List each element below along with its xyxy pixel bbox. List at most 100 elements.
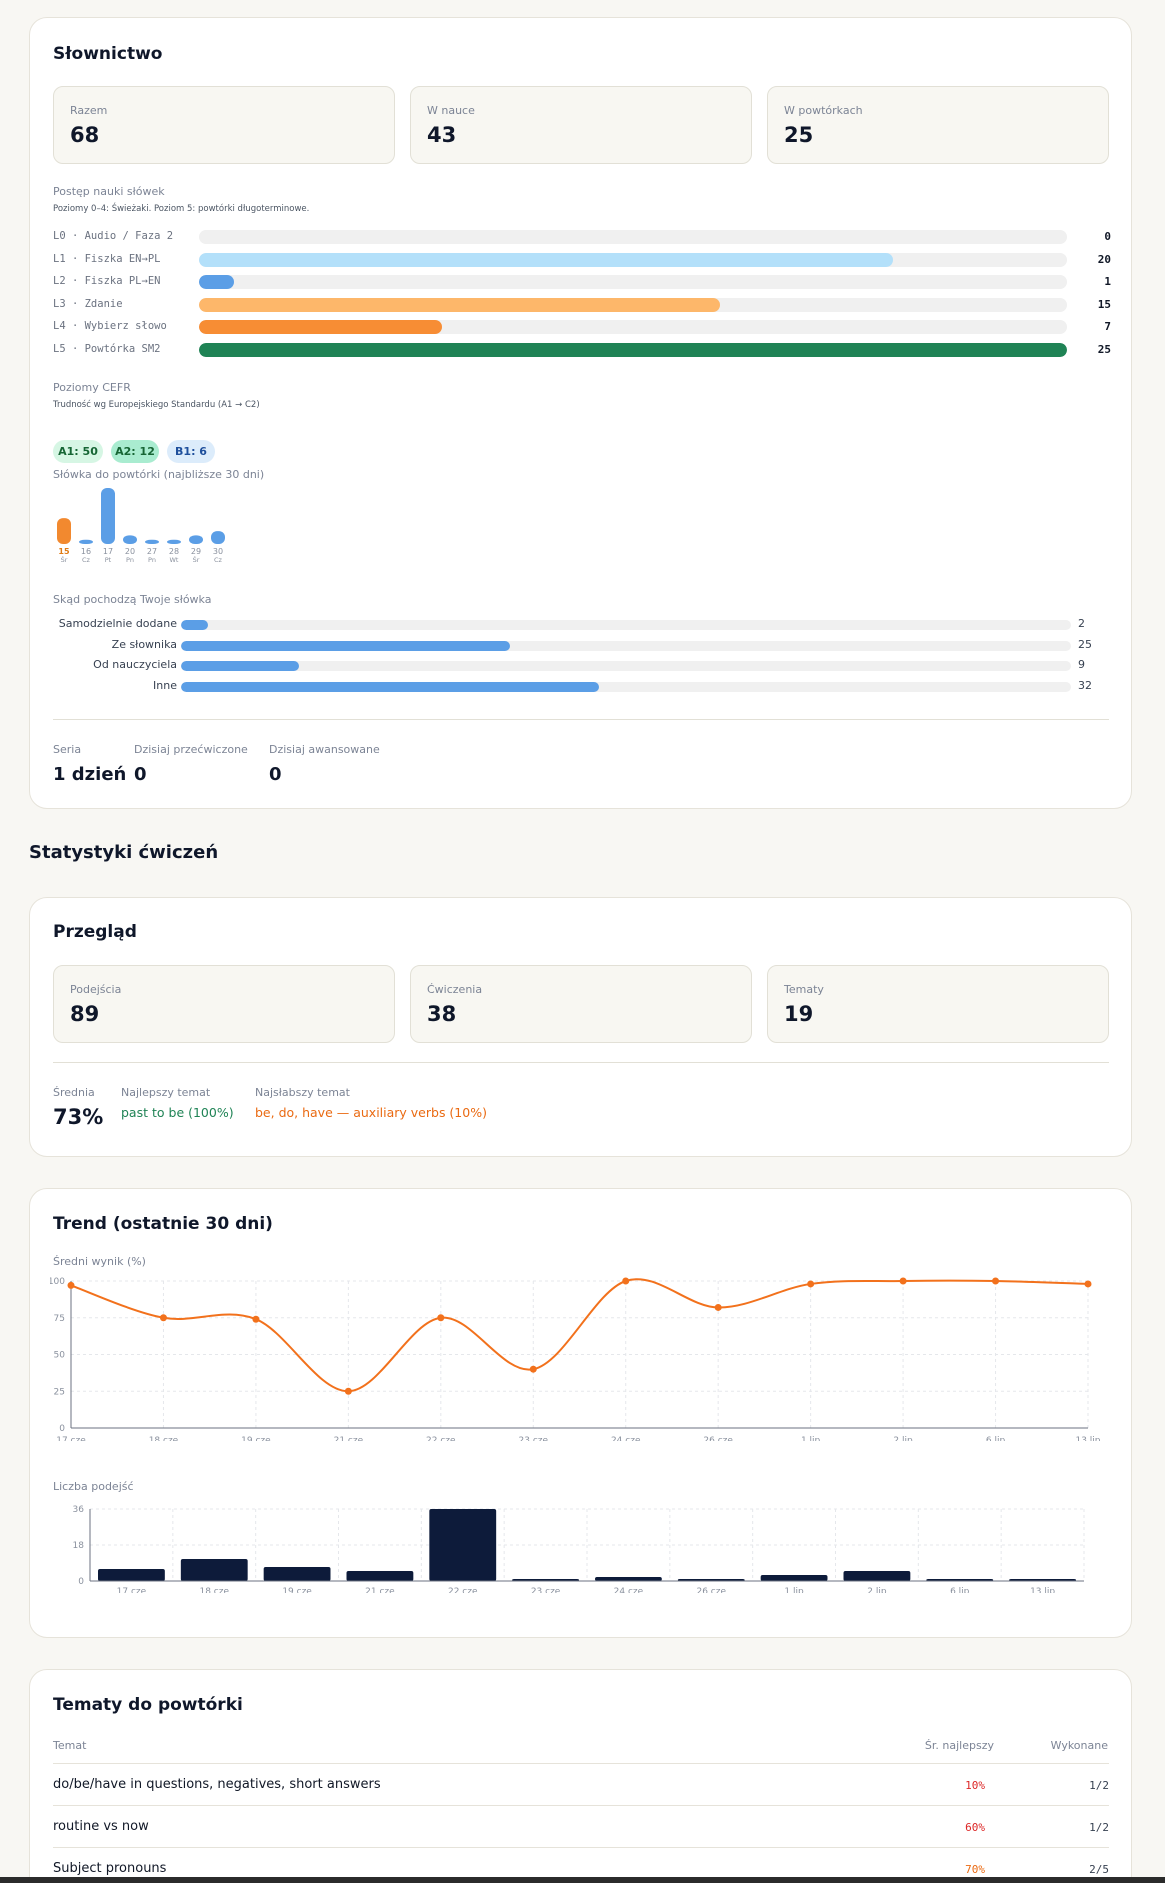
review-weekday: Śr <box>61 555 68 564</box>
source-row: Inne 32 <box>53 679 1111 693</box>
y-tick-label: 50 <box>54 1351 66 1361</box>
score-point <box>1084 1280 1092 1288</box>
x-tick-label: 23 cze <box>531 1587 561 1593</box>
overview-card: Przegląd Podejścia 89 Ćwiczenia 38 Temat… <box>29 897 1132 1157</box>
y-tick-label: 0 <box>78 1577 84 1587</box>
score-point <box>344 1387 352 1395</box>
level-row: L4 · Wybierz słowo 7 <box>53 320 1111 334</box>
level-track <box>199 320 1067 334</box>
review-bar <box>211 531 225 544</box>
bar-chart-label: Liczba podejść <box>53 1480 134 1493</box>
y-tick-label: 25 <box>54 1387 65 1397</box>
source-row: Samodzielnie dodane 2 <box>53 617 1111 630</box>
stat-attempts-value: 89 <box>70 1002 100 1026</box>
attempts-bar <box>595 1577 662 1581</box>
x-tick-label: 21 cze <box>365 1587 395 1593</box>
stat-reviews-label: W powtórkach <box>784 104 863 117</box>
topics-title: Tematy do powtórki <box>53 1695 243 1715</box>
line-chart-label: Średni wynik (%) <box>53 1255 146 1268</box>
level-fill <box>199 275 234 289</box>
stat-exercises: Ćwiczenia 38 <box>410 965 752 1043</box>
source-count: 9 <box>1078 658 1085 672</box>
topics-table: do/be/have in questions, negatives, shor… <box>30 1670 1133 1883</box>
stat-total-value: 68 <box>70 123 100 147</box>
best-topic-value: past to be (100%) <box>121 1105 234 1120</box>
table-row-divider <box>53 1805 1109 1806</box>
overview-title: Przegląd <box>53 922 137 942</box>
level-label: L3 · Zdanie <box>53 297 123 310</box>
score-point <box>252 1315 260 1323</box>
score-point <box>159 1314 167 1322</box>
col-avg-header: Śr. najlepszy <box>924 1739 994 1752</box>
stat-attempts-label: Podejścia <box>70 983 122 996</box>
stat-reviews: W powtórkach 25 <box>767 86 1109 164</box>
review-bar <box>145 539 159 544</box>
level-track <box>199 275 1067 289</box>
level-count: 25 <box>1097 342 1111 356</box>
level-count: 0 <box>1104 230 1111 243</box>
attempts-bar <box>843 1571 911 1581</box>
advanced-today-value: 0 <box>269 764 282 785</box>
attempts-bar <box>346 1571 414 1581</box>
streak-stat: Seria 1 dzień <box>53 743 126 785</box>
source-fill <box>181 661 300 672</box>
y-tick-label: 100 <box>50 1277 65 1287</box>
advanced-today-label: Dzisiaj awansowane <box>269 743 380 756</box>
x-tick-label: 18 cze <box>199 1587 229 1593</box>
x-tick-label: 1 lip <box>801 1436 821 1441</box>
trend-card: Trend (ostatnie 30 dni) Średni wynik (%)… <box>29 1188 1132 1638</box>
stat-total-label: Razem <box>70 104 108 117</box>
cefr-pill: A2: 12 <box>111 440 159 463</box>
vocabulary-title: Słownictwo <box>53 44 163 64</box>
level-fill <box>199 342 1067 357</box>
level-track <box>199 297 1067 312</box>
table-row-divider <box>53 1763 1109 1764</box>
level-fill <box>199 297 720 312</box>
best-topic-stat: Najlepszy temat past to be (100%) <box>121 1086 234 1120</box>
vocabulary-card: Słownictwo Razem 68 W nauce 43 W powtórk… <box>29 17 1132 809</box>
x-tick-label: 22 cze <box>426 1436 456 1441</box>
stat-learning: W nauce 43 <box>410 86 752 164</box>
topics-card: Tematy do powtórki Temat Śr. najlepszy W… <box>29 1669 1132 1883</box>
level-label: L5 · Powtórka SM2 <box>53 342 161 355</box>
review-weekday: Wt <box>170 556 179 564</box>
cefr-label: Poziomy CEFR <box>53 381 131 394</box>
source-track <box>181 661 1071 672</box>
exercise-stats-heading: Statystyki ćwiczeń <box>29 842 219 863</box>
attempts-bar <box>98 1569 165 1581</box>
review-weekday: Śr <box>193 555 200 564</box>
level-row: L2 · Fiszka PL→EN 1 <box>53 275 1111 289</box>
review-bar <box>123 535 137 544</box>
review-bar <box>189 535 203 544</box>
source-label: Samodzielnie dodane <box>58 617 177 630</box>
source-fill <box>181 682 600 693</box>
review-date: 20 <box>125 547 135 556</box>
stat-exercises-label: Ćwiczenia <box>427 983 483 996</box>
level-count: 20 <box>1097 252 1111 266</box>
x-tick-label: 26 cze <box>703 1436 733 1441</box>
table-row[interactable]: do/be/have in questions, negatives, shor… <box>53 1764 1109 1805</box>
source-count: 2 <box>1078 617 1085 630</box>
advanced-today-stat: Dzisiaj awansowane 0 <box>269 743 380 785</box>
x-tick-label: 23 cze <box>519 1436 549 1441</box>
level-label: L4 · Wybierz słowo <box>53 320 167 332</box>
worst-topic-value: be, do, have — auxiliary verbs (10%) <box>255 1105 487 1120</box>
y-tick-label: 0 <box>59 1424 65 1434</box>
x-tick-label: 2 lip <box>867 1587 887 1593</box>
level-track <box>199 252 1067 267</box>
level-label: L2 · Fiszka PL→EN <box>53 275 161 287</box>
review-label: Słówka do powtórki (najbliższe 30 dni) <box>53 468 265 481</box>
cefr-pill: A1: 50 <box>53 440 103 463</box>
stat-learning-label: W nauce <box>427 104 475 117</box>
stat-attempts: Podejścia 89 <box>53 965 395 1043</box>
x-tick-label: 24 cze <box>611 1436 641 1441</box>
table-row[interactable]: Subject pronouns 70% 2/5 <box>53 1848 1109 1883</box>
table-row[interactable]: routine vs now 60% 1/2 <box>53 1806 1109 1847</box>
cefr-pill: B1: 6 <box>167 440 215 463</box>
review-date: 17 <box>103 547 113 556</box>
bottom-scroll-bar <box>0 1877 1165 1883</box>
x-tick-label: 22 cze <box>448 1587 478 1593</box>
source-count: 25 <box>1078 637 1092 651</box>
stat-total: Razem 68 <box>53 86 395 164</box>
score-point <box>807 1280 815 1288</box>
